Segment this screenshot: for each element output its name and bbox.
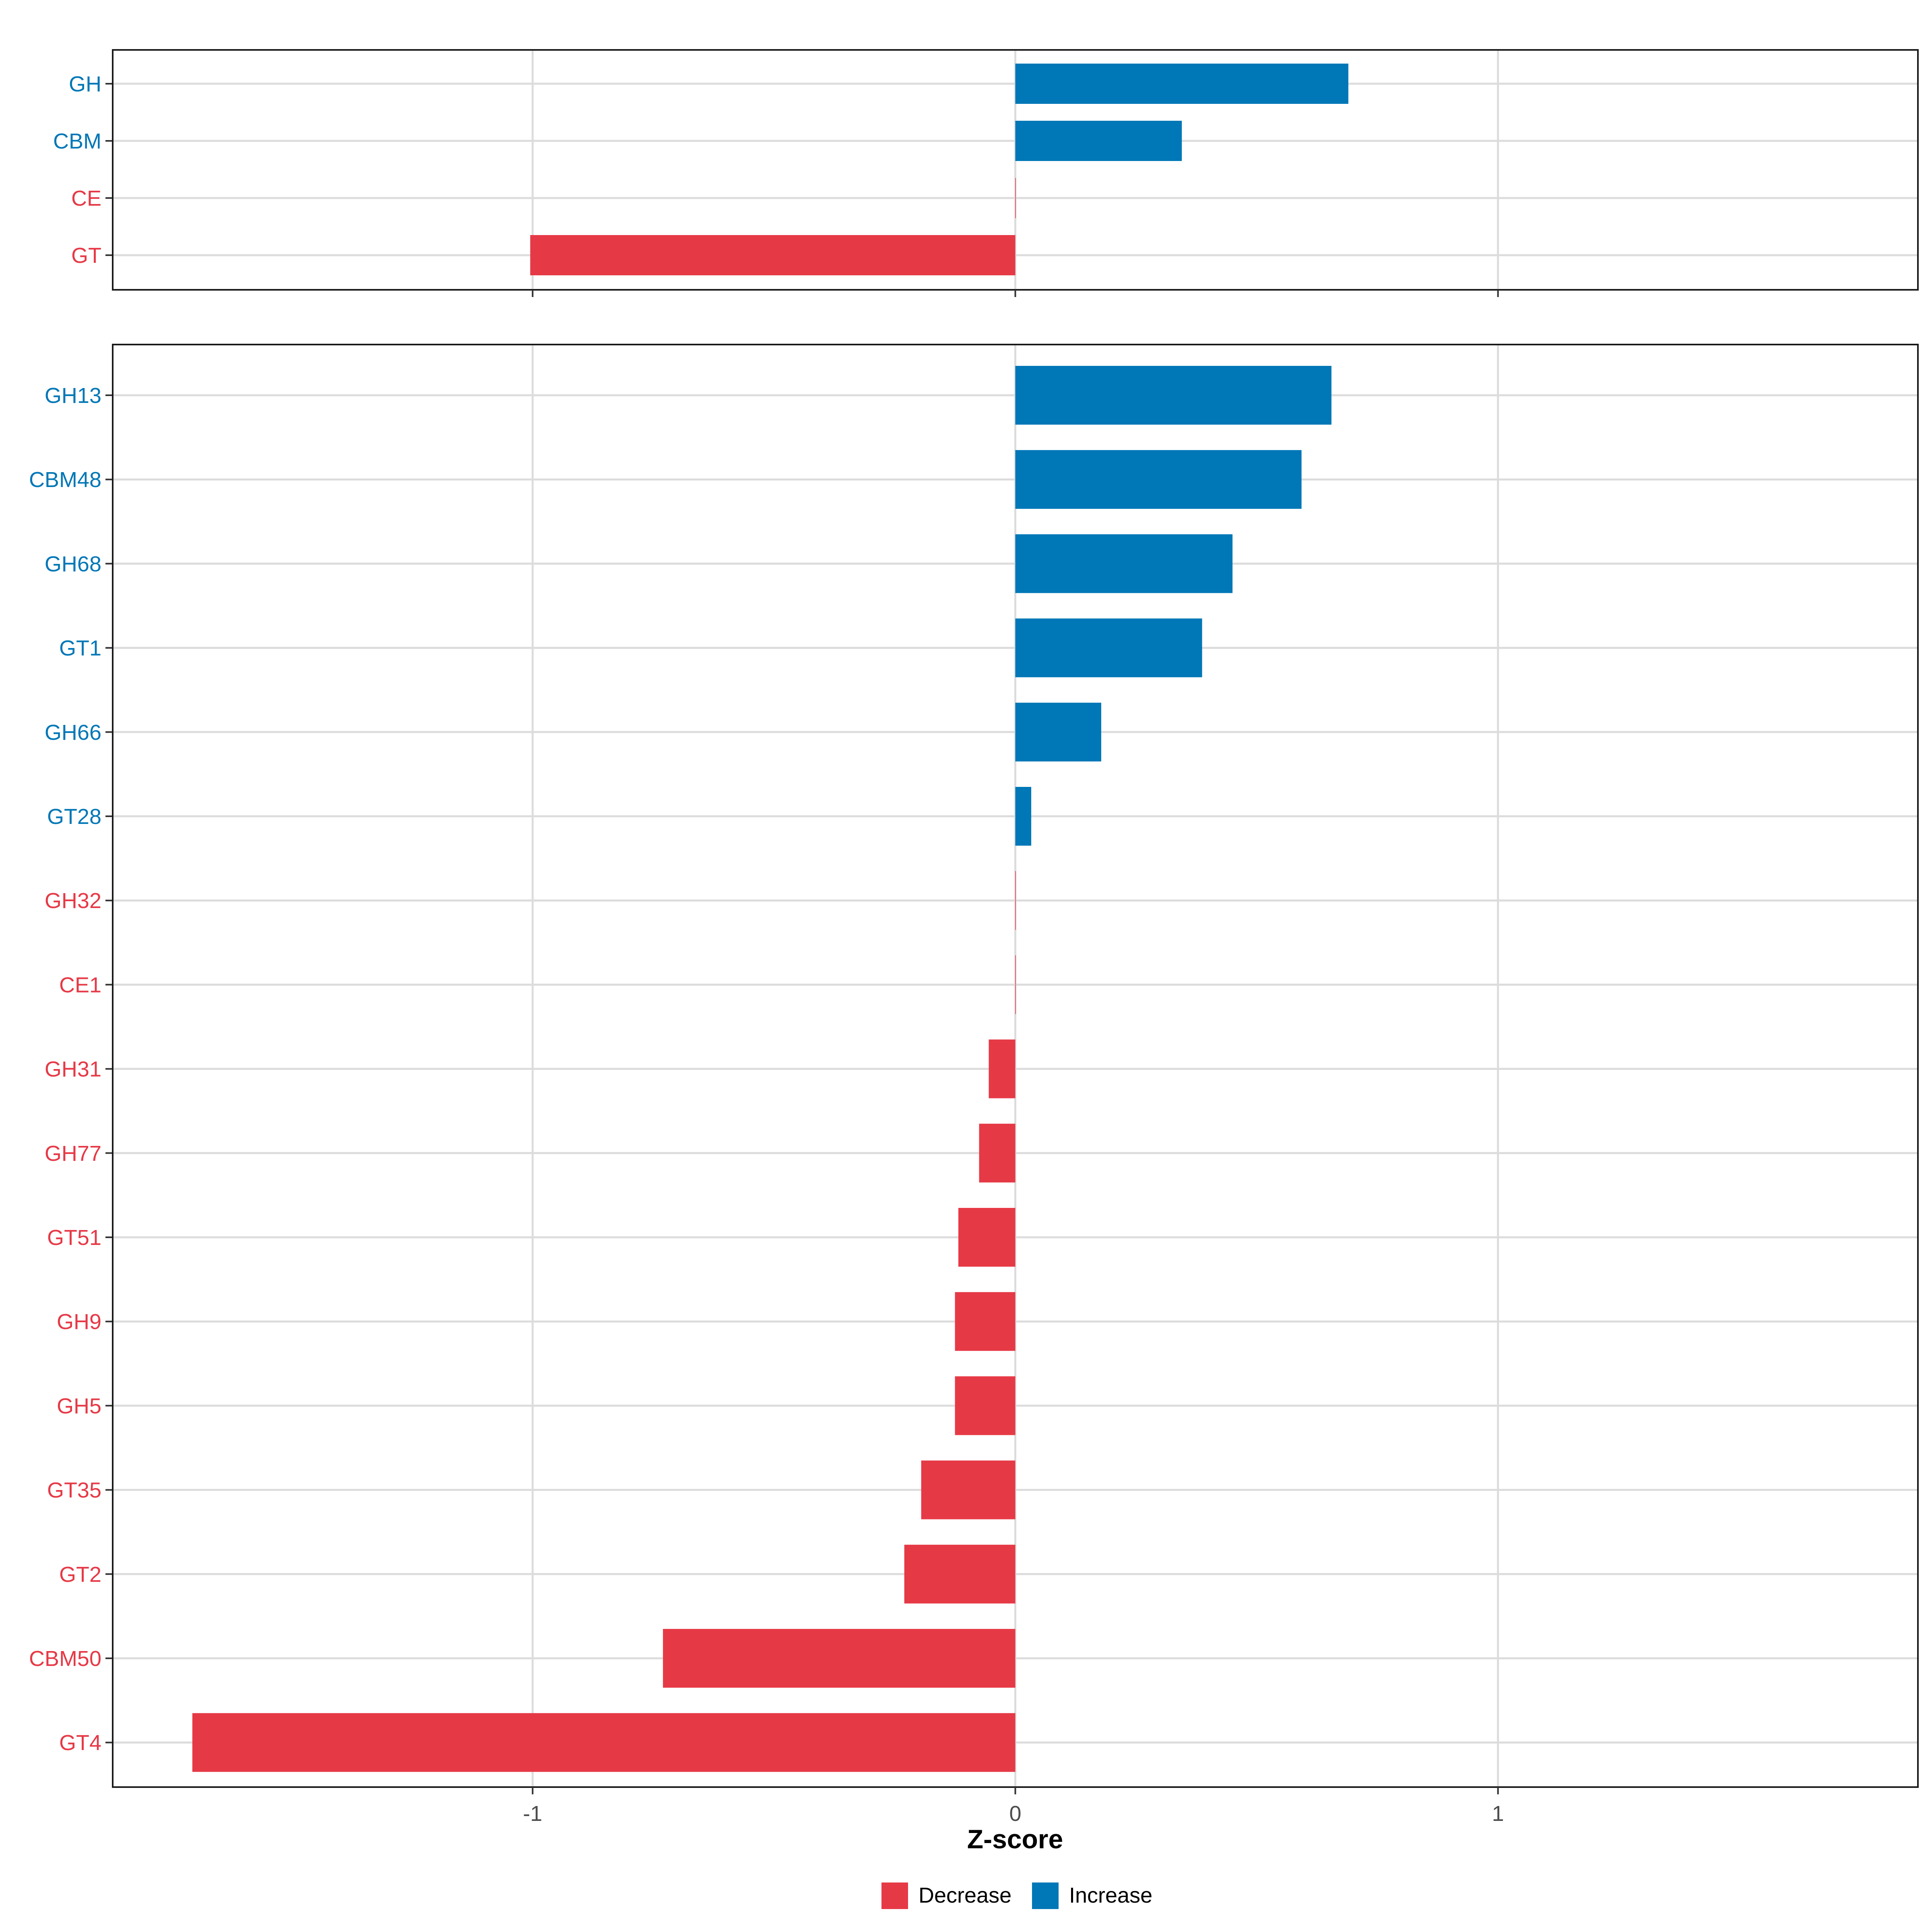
bar-cbm: [1015, 121, 1182, 161]
bar-gt: [530, 235, 1016, 275]
bar-gh31: [989, 1039, 1016, 1098]
category-label-gt1: GT1: [59, 636, 101, 661]
category-label-gh9: GH9: [57, 1310, 101, 1334]
bar-gh77: [979, 1123, 1016, 1183]
bar-gt4: [192, 1713, 1016, 1772]
category-label-cbm48: CBM48: [29, 468, 101, 492]
category-label-gt: GT: [71, 244, 101, 268]
bar-cbm48: [1015, 450, 1302, 509]
category-label-gh31: GH31: [45, 1057, 101, 1082]
category-label-ce: CE: [71, 186, 101, 211]
category-label-gh: GH: [69, 72, 101, 96]
category-label-gh77: GH77: [45, 1141, 101, 1166]
category-label-ce1: CE1: [59, 973, 101, 997]
bar-gh9: [955, 1292, 1016, 1351]
legend-label-decrease: Decrease: [919, 1883, 1011, 1907]
category-label-cbm50: CBM50: [29, 1647, 101, 1671]
legend-label-increase: Increase: [1069, 1883, 1152, 1907]
category-label-gt28: GT28: [47, 805, 101, 829]
top-panel: GH CBM CE GT: [53, 49, 1919, 297]
legend-swatch-decrease: [881, 1882, 908, 1909]
bottom-panel: GH13 CBM48 GH68 GT1 GH66 GT28 GH32 CE1 GH31 GH77 G…: [29, 344, 1919, 1826]
category-label-cbm: CBM: [53, 129, 101, 153]
category-label-gt51: GT51: [47, 1226, 101, 1250]
category-label-gh32: GH32: [45, 889, 101, 913]
x-axis-title: Z-score: [967, 1824, 1063, 1854]
bar-gt51: [958, 1208, 1016, 1267]
category-label-gt4: GT4: [59, 1731, 101, 1755]
bar-gt35: [921, 1460, 1016, 1519]
bar-gh68: [1015, 534, 1233, 593]
category-label-gt35: GT35: [47, 1478, 101, 1503]
x-tick-label: -1: [523, 1802, 542, 1826]
category-label-gt2: GT2: [59, 1563, 101, 1587]
bar-gt1: [1015, 618, 1202, 677]
bar-gh13: [1015, 366, 1331, 425]
bar-gh: [1015, 64, 1348, 104]
category-label-gh5: GH5: [57, 1394, 101, 1418]
bar-gh66: [1015, 702, 1101, 762]
category-label-gh13: GH13: [45, 384, 101, 408]
bar-gt2: [904, 1544, 1016, 1604]
legend-swatch-increase: [1032, 1882, 1059, 1909]
category-label-gh68: GH68: [45, 552, 101, 576]
category-label-gh66: GH66: [45, 720, 101, 745]
bar-cbm50: [663, 1629, 1016, 1688]
x-tick-label: 0: [1009, 1802, 1021, 1826]
legend: Decrease Increase: [881, 1882, 1152, 1909]
bar-gt28: [1015, 787, 1032, 846]
bar-gh5: [955, 1376, 1016, 1435]
x-tick-label: 1: [1492, 1802, 1504, 1826]
